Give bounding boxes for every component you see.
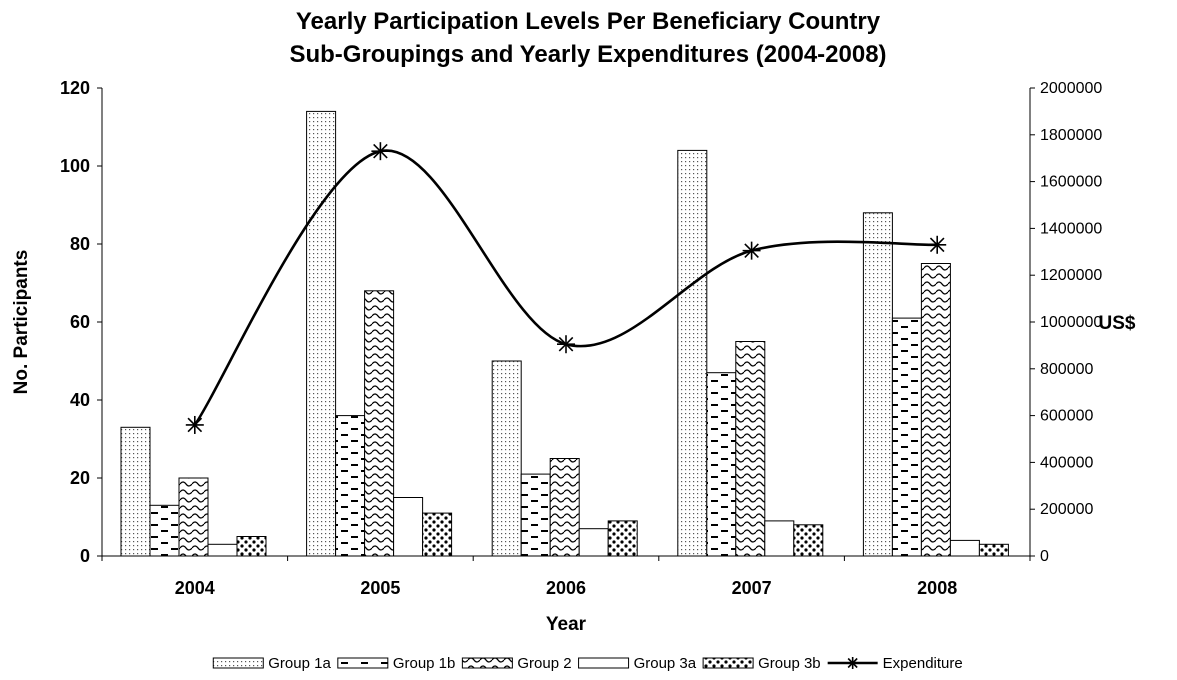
y-tick-label: 0	[80, 546, 90, 566]
bar-group-1b-2007	[706, 372, 737, 557]
expenditure-marker-2005	[371, 142, 390, 161]
y-tick-label: 120	[60, 78, 90, 98]
legend-label-expenditure: Expenditure	[883, 655, 963, 672]
chart-title-line-1: Yearly Participation Levels Per Benefici…	[296, 8, 881, 35]
y-tick-label: 60	[70, 312, 90, 332]
y-tick-label: 20	[70, 468, 90, 488]
y2-tick-label: 2000000	[1040, 80, 1102, 97]
x-tick-label: 2004	[175, 578, 215, 598]
legend-label-group-2: Group 2	[517, 655, 571, 672]
y2-tick-label: 1400000	[1040, 220, 1102, 237]
bar-group-3b-2004	[236, 536, 267, 557]
bar-group-1a-2006	[491, 360, 522, 557]
legend-label-group-3b: Group 3b	[758, 655, 821, 672]
y2-tick-label: 400000	[1040, 454, 1093, 471]
y-axis-title: No. Participants	[11, 250, 32, 395]
bar-group-3b-2005	[422, 512, 453, 557]
y2-tick-label: 800000	[1040, 361, 1093, 378]
bar-group-1a-2008	[862, 212, 893, 557]
y2-tick-label: 1000000	[1040, 314, 1102, 331]
y2-tick-label: 0	[1040, 548, 1049, 565]
bar-group-2-2008	[920, 263, 951, 557]
x-axis-title: Year	[546, 614, 587, 635]
bar-group-2-2007	[735, 341, 766, 557]
bar-group-1a-2004	[120, 426, 151, 557]
y2-tick-label: 200000	[1040, 501, 1093, 518]
y-tick-label: 80	[70, 234, 90, 254]
bar-group-3a-2007	[764, 520, 795, 557]
bar-group-2-2005	[364, 290, 395, 557]
y2-axis-title: US$	[1099, 313, 1136, 334]
expenditure-marker-2004	[185, 415, 204, 434]
plot-area: 0 20 40 60 80 100 120 0 200000 400000 600000 800000…	[60, 78, 1102, 598]
legend-swatch-group-3b	[702, 657, 754, 669]
bar-group-1b-2005	[335, 415, 366, 557]
legend-label-group-3a: Group 3a	[634, 655, 697, 672]
x-tick-label: 2007	[732, 578, 772, 598]
legend: Group 1a Group 1b Group 2 Group 3a Group 3b E…	[212, 655, 963, 672]
y2-tick-label: 1600000	[1040, 174, 1102, 191]
expenditure-line	[193, 149, 938, 426]
bar-group-3a-2004	[207, 543, 238, 557]
x-tick-label: 2008	[917, 578, 957, 598]
bar-group-1a-2007	[677, 149, 708, 557]
y2-tick-label: 600000	[1040, 408, 1093, 425]
y2-tick-label: 1200000	[1040, 267, 1102, 284]
legend-swatch-group-1a	[212, 657, 264, 669]
legend-swatch-group-3a	[578, 657, 630, 669]
legend-marker-expenditure	[846, 657, 859, 669]
legend-swatch-group-1b	[337, 657, 389, 669]
bar-group-1b-2008	[891, 317, 922, 557]
bar-group-3a-2005	[393, 497, 424, 557]
bar-group-3a-2006	[578, 528, 609, 557]
legend-swatch-group-2	[461, 657, 513, 669]
bar-group-3b-2008	[978, 543, 1009, 557]
x-tick-label: 2005	[360, 578, 400, 598]
bar-group-2-2006	[549, 458, 580, 557]
chart-title-line-2: Sub-Groupings and Yearly Expenditures (2…	[289, 41, 886, 68]
y-tick-label: 100	[60, 156, 90, 176]
expenditure-marker-2006	[557, 335, 575, 354]
expenditure-marker-2008	[928, 235, 947, 254]
legend-label-group-1b: Group 1b	[393, 655, 456, 672]
bar-group-3b-2007	[793, 524, 824, 557]
bar-group-3a-2008	[949, 539, 980, 557]
y2-tick-label: 1800000	[1040, 127, 1102, 144]
legend-label-group-1a: Group 1a	[268, 655, 331, 672]
expenditure-marker-2007	[742, 241, 761, 260]
bar-group-1a-2005	[306, 110, 337, 557]
bar-group-1b-2006	[520, 473, 551, 557]
bar-group-3b-2006	[607, 520, 638, 557]
x-tick-label: 2006	[546, 578, 586, 598]
bar-group-1b-2004	[149, 504, 180, 557]
bar-group-2-2004	[178, 477, 209, 557]
y-tick-label: 40	[70, 390, 90, 410]
